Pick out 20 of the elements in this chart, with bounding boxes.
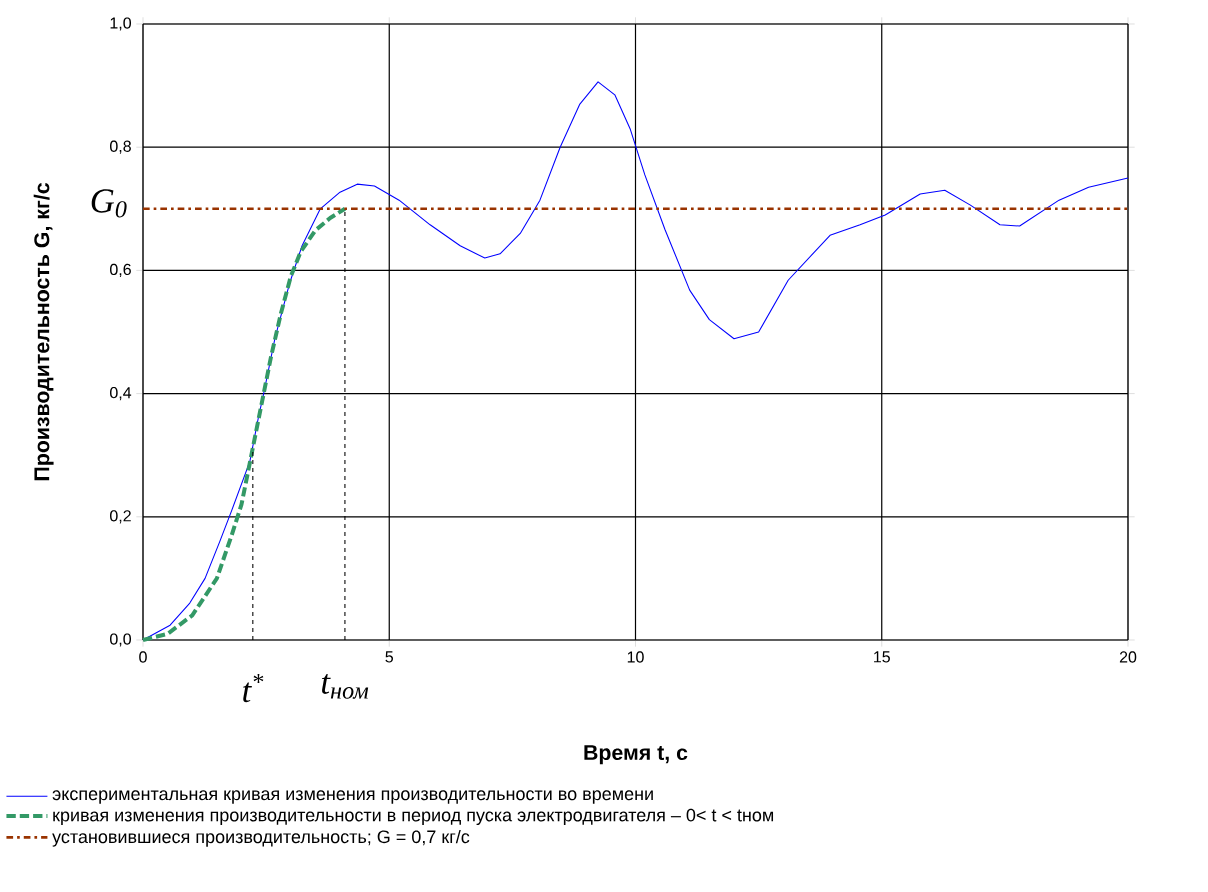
legend-label: установившиеся производительность; G = 0,7 кг/с xyxy=(52,829,470,847)
y-tick-label: 0,2 xyxy=(110,510,131,524)
ref-line-label: t$^{*}$ xyxy=(243,674,264,703)
x-axis-title: Время t, с xyxy=(584,745,688,765)
y-tick-label: 0,6 xyxy=(110,263,131,277)
legend-label: экспериментальная кривая изменения производительности во времени xyxy=(52,790,653,804)
x-tick-label: 5 xyxy=(385,651,394,663)
annotation: G$_{0}$ xyxy=(91,189,127,218)
x-tick-label: 20 xyxy=(1119,651,1137,663)
y-tick-label: 0,0 xyxy=(110,633,132,647)
y-axis-title: Производительность G, кг/с xyxy=(33,183,54,481)
y-tick-label: 0,8 xyxy=(110,140,131,154)
legend-label: кривая изменения производительности в период пуска электродвигателя – 0< t < tном xyxy=(53,808,774,826)
y-tick-label: 0,4 xyxy=(110,386,132,401)
line-series xyxy=(141,206,347,642)
y-tick-label: 1,0 xyxy=(110,17,132,31)
x-tick-label: 10 xyxy=(627,651,644,663)
x-tick-label: 15 xyxy=(874,651,890,663)
x-tick-label: 0 xyxy=(139,651,147,663)
ref-line-label: t$_{ном}$ xyxy=(321,674,369,699)
